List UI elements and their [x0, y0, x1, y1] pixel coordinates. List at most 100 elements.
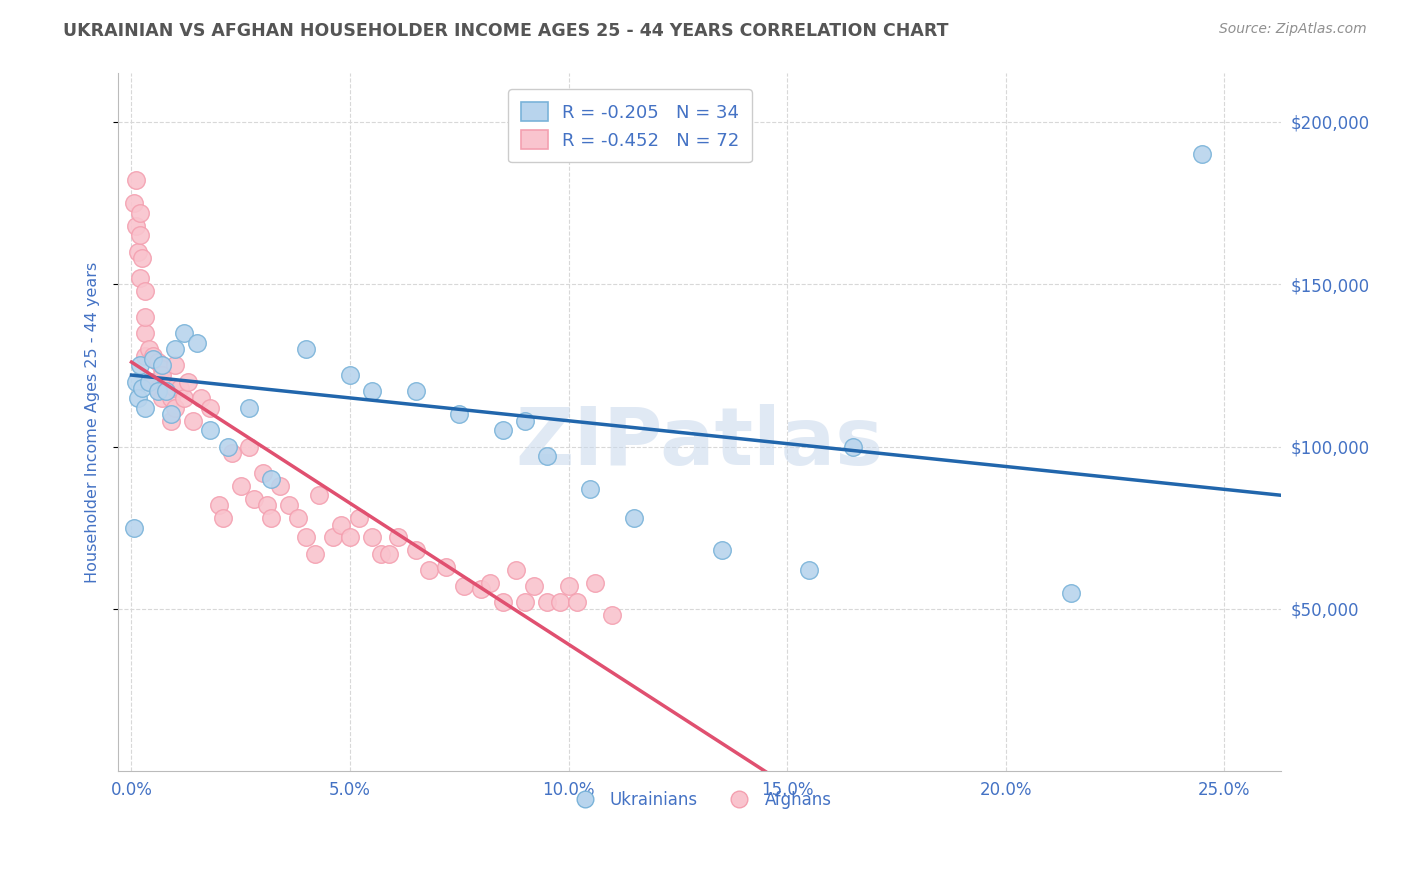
Legend: Ukrainians, Afghans: Ukrainians, Afghans: [561, 784, 838, 815]
Point: [125, 173, 148, 187]
Point: [505, 563, 527, 577]
Point: [122, 195, 145, 210]
Point: [155, 381, 177, 395]
Point: [513, 595, 536, 609]
Point: [243, 491, 266, 506]
Point: [127, 244, 149, 259]
Point: [150, 368, 173, 382]
Point: [138, 375, 160, 389]
Point: [138, 342, 160, 356]
Point: [122, 521, 145, 535]
Point: [347, 511, 370, 525]
Point: [150, 391, 173, 405]
Point: [308, 488, 330, 502]
Point: [129, 205, 152, 219]
Point: [159, 413, 181, 427]
Text: Source: ZipAtlas.com: Source: ZipAtlas.com: [1219, 22, 1367, 37]
Point: [536, 450, 558, 464]
Point: [165, 342, 187, 356]
Point: [229, 478, 252, 492]
Point: [418, 563, 440, 577]
Y-axis label: Householder Income Ages 25 - 44 years: Householder Income Ages 25 - 44 years: [86, 261, 100, 582]
Point: [165, 381, 187, 395]
Point: [190, 391, 212, 405]
Point: [155, 384, 177, 399]
Point: [221, 446, 243, 460]
Point: [177, 375, 200, 389]
Point: [134, 326, 156, 340]
Point: [129, 359, 152, 373]
Point: [434, 559, 457, 574]
Point: [287, 511, 309, 525]
Point: [295, 342, 318, 356]
Point: [405, 543, 427, 558]
Point: [134, 284, 156, 298]
Point: [360, 531, 382, 545]
Point: [129, 270, 152, 285]
Point: [536, 595, 558, 609]
Point: [181, 413, 204, 427]
Point: [146, 381, 169, 395]
Point: [1060, 585, 1083, 599]
Point: [453, 579, 475, 593]
Point: [523, 579, 546, 593]
Point: [165, 401, 187, 415]
Point: [797, 563, 820, 577]
Point: [710, 543, 733, 558]
Point: [212, 511, 235, 525]
Point: [146, 384, 169, 399]
Point: [387, 531, 409, 545]
Point: [330, 517, 353, 532]
Point: [269, 478, 291, 492]
Point: [127, 391, 149, 405]
Point: [198, 401, 221, 415]
Point: [238, 440, 260, 454]
Point: [134, 349, 156, 363]
Point: [125, 219, 148, 233]
Point: [600, 608, 623, 623]
Point: [260, 511, 283, 525]
Point: [125, 375, 148, 389]
Point: [142, 351, 165, 366]
Point: [186, 335, 208, 350]
Text: UKRAINIAN VS AFGHAN HOUSEHOLDER INCOME AGES 25 - 44 YEARS CORRELATION CHART: UKRAINIAN VS AFGHAN HOUSEHOLDER INCOME A…: [63, 22, 949, 40]
Point: [478, 576, 501, 591]
Point: [548, 595, 571, 609]
Point: [277, 498, 299, 512]
Point: [131, 251, 153, 265]
Point: [449, 407, 471, 421]
Point: [217, 440, 239, 454]
Point: [159, 391, 181, 405]
Point: [208, 498, 231, 512]
Point: [173, 391, 195, 405]
Text: ZIPatlas: ZIPatlas: [516, 404, 884, 483]
Point: [142, 349, 165, 363]
Point: [1191, 147, 1213, 161]
Point: [134, 401, 156, 415]
Point: [150, 359, 173, 373]
Point: [252, 466, 274, 480]
Point: [260, 472, 283, 486]
Point: [841, 440, 863, 454]
Point: [295, 531, 318, 545]
Point: [339, 368, 361, 382]
Point: [129, 228, 152, 243]
Point: [173, 326, 195, 340]
Point: [146, 355, 169, 369]
Point: [623, 511, 645, 525]
Point: [159, 407, 181, 421]
Point: [138, 375, 160, 389]
Point: [492, 595, 515, 609]
Point: [583, 576, 606, 591]
Point: [142, 375, 165, 389]
Point: [579, 482, 602, 496]
Point: [567, 595, 589, 609]
Point: [198, 423, 221, 437]
Point: [557, 579, 579, 593]
Point: [492, 423, 515, 437]
Point: [378, 547, 401, 561]
Point: [370, 547, 392, 561]
Point: [360, 384, 382, 399]
Point: [256, 498, 278, 512]
Point: [169, 381, 191, 395]
